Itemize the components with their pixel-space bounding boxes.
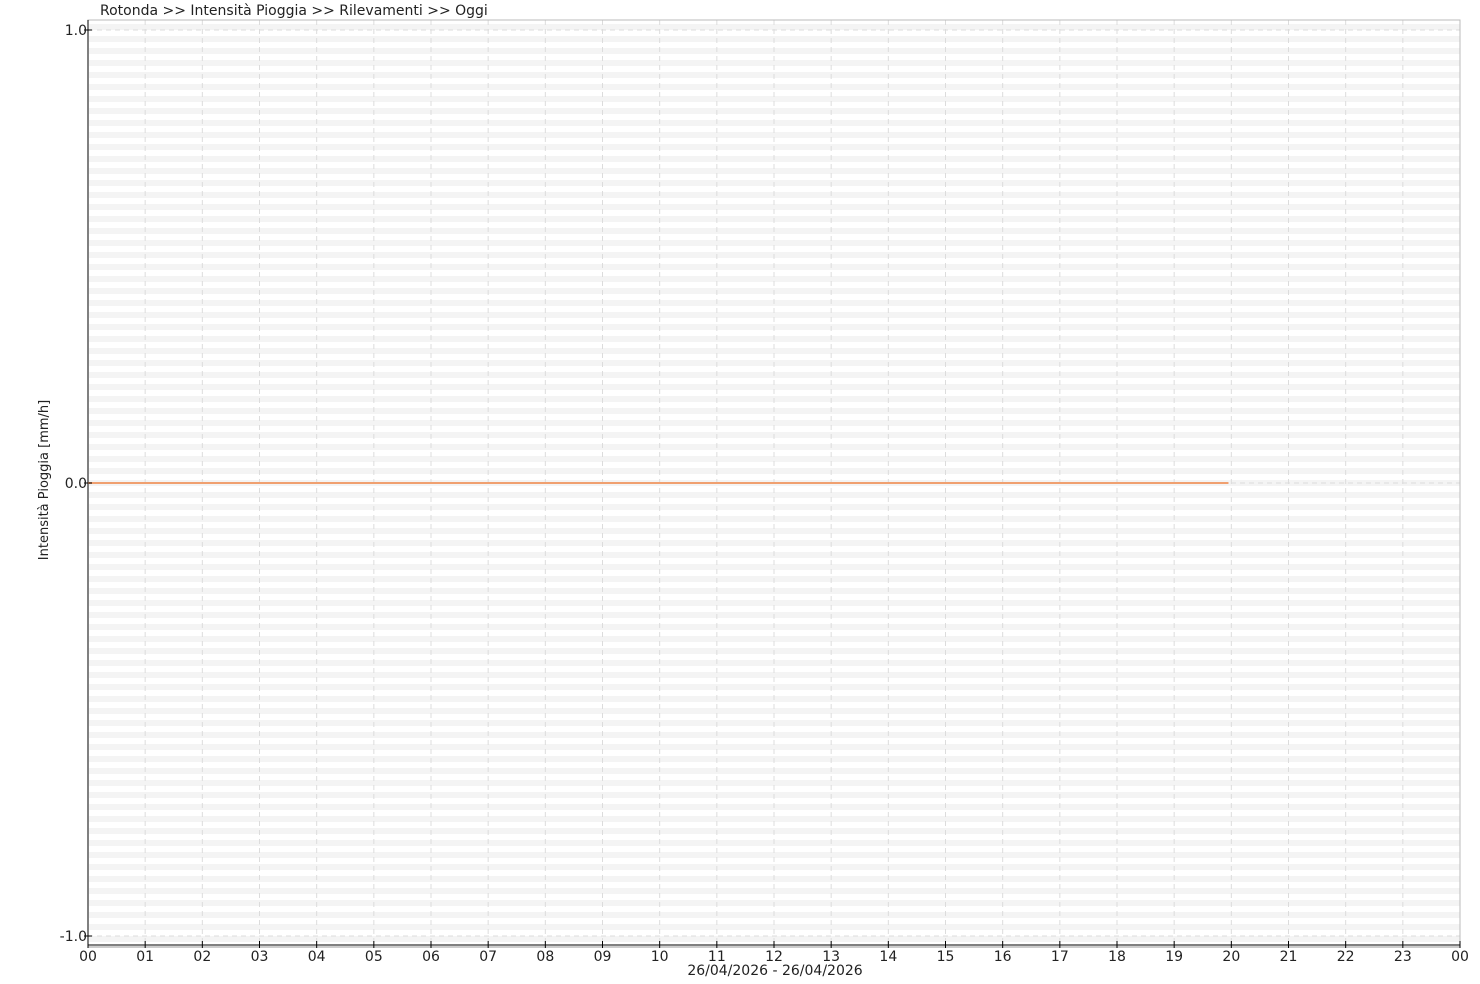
x-tick-label: 02 xyxy=(193,949,211,965)
background-stripe xyxy=(89,708,1460,714)
background-stripe xyxy=(89,168,1460,174)
x-tick-label: 05 xyxy=(365,949,383,965)
background-stripe xyxy=(89,132,1460,138)
background-stripe xyxy=(89,636,1460,642)
x-tick-label: 09 xyxy=(594,949,612,965)
background-stripe xyxy=(89,564,1460,570)
background-stripe xyxy=(89,204,1460,210)
y-tick-label: 0.0 xyxy=(65,476,87,492)
x-tick-label: 06 xyxy=(422,949,440,965)
x-tick-label: 12 xyxy=(765,949,783,965)
x-tick-label: 18 xyxy=(1108,949,1126,965)
x-tick-label: 17 xyxy=(1051,949,1069,965)
background-stripe xyxy=(89,348,1460,354)
background-stripe xyxy=(89,492,1460,498)
x-tick-label: 07 xyxy=(479,949,497,965)
x-axis-label: 26/04/2026 - 26/04/2026 xyxy=(687,963,862,979)
background-stripe xyxy=(89,852,1460,858)
x-tick-label: 19 xyxy=(1165,949,1183,965)
background-stripe xyxy=(89,96,1460,102)
background-stripe xyxy=(89,816,1460,822)
y-axis-label: Intensità Pioggia [mm/h] xyxy=(37,400,52,560)
x-tick-label: 03 xyxy=(251,949,269,965)
background-stripe xyxy=(89,240,1460,246)
x-tick-label: 10 xyxy=(651,949,669,965)
x-tick-label: 01 xyxy=(136,949,154,965)
x-tick-label: 14 xyxy=(879,949,897,965)
x-tick-label: 00 xyxy=(1451,949,1469,965)
x-tick-label: 22 xyxy=(1337,949,1355,965)
background-stripe xyxy=(89,924,1460,930)
background-stripe xyxy=(89,672,1460,678)
background-stripe xyxy=(89,780,1460,786)
x-tick-label: 08 xyxy=(536,949,554,965)
background-stripe xyxy=(89,60,1460,66)
x-tick-label: 23 xyxy=(1394,949,1412,965)
background-stripe xyxy=(89,384,1460,390)
x-tick-label: 20 xyxy=(1222,949,1240,965)
background-stripe xyxy=(89,888,1460,894)
x-tick-label: 04 xyxy=(308,949,326,965)
background-stripe xyxy=(89,456,1460,462)
x-tick-label: 21 xyxy=(1280,949,1298,965)
y-tick-label: -1.0 xyxy=(60,929,87,945)
background-stripe xyxy=(89,24,1460,30)
chart-title: Rotonda >> Intensità Pioggia >> Rilevame… xyxy=(100,3,488,19)
x-tick-label: 13 xyxy=(822,949,840,965)
background-stripe xyxy=(89,600,1460,606)
x-tick-label: 11 xyxy=(708,949,726,965)
x-tick-label: 15 xyxy=(937,949,955,965)
background-stripe xyxy=(89,744,1460,750)
plot-area xyxy=(87,19,1461,948)
x-tick-label: 16 xyxy=(994,949,1012,965)
x-tick-label: 00 xyxy=(79,949,97,965)
background-stripe xyxy=(89,528,1460,534)
background-stripe xyxy=(89,276,1460,282)
background-stripe xyxy=(89,312,1460,318)
background-stripe xyxy=(89,420,1460,426)
y-tick-label: 1.0 xyxy=(65,23,87,39)
